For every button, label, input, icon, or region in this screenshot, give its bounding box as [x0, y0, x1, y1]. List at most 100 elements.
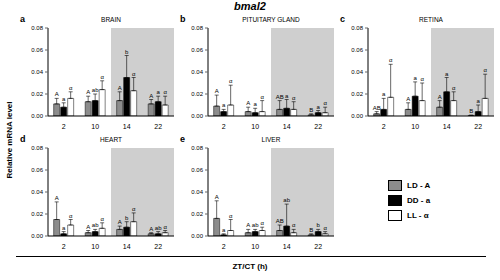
svg-text:ab: ab	[155, 225, 162, 231]
svg-text:A: A	[55, 91, 59, 97]
svg-text:0.00: 0.00	[351, 113, 363, 119]
svg-text:0.00: 0.00	[31, 233, 43, 239]
svg-text:A: A	[149, 226, 153, 232]
svg-text:A: A	[215, 88, 219, 94]
svg-text:2: 2	[222, 243, 226, 250]
svg-text:14: 14	[123, 123, 131, 130]
svg-text:α: α	[69, 85, 73, 91]
svg-text:0.00: 0.00	[31, 113, 43, 119]
svg-text:10: 10	[411, 123, 419, 130]
svg-text:α: α	[69, 213, 73, 219]
svg-text:a: a	[222, 227, 226, 233]
svg-text:a: a	[62, 96, 66, 102]
svg-text:2: 2	[382, 123, 386, 130]
svg-text:10: 10	[91, 243, 99, 250]
svg-text:α: α	[452, 85, 456, 91]
svg-text:22: 22	[314, 123, 322, 130]
svg-text:B: B	[309, 227, 313, 233]
svg-text:ab: ab	[283, 197, 290, 203]
svg-text:0.06: 0.06	[191, 167, 203, 173]
svg-text:0.02: 0.02	[31, 91, 43, 97]
svg-text:2: 2	[222, 123, 226, 130]
svg-text:0.04: 0.04	[31, 189, 43, 195]
svg-text:b: b	[125, 49, 129, 55]
svg-text:0.04: 0.04	[191, 189, 203, 195]
svg-text:b: b	[125, 215, 129, 221]
svg-text:α: α	[100, 74, 104, 80]
svg-text:0.06: 0.06	[191, 47, 203, 53]
svg-text:a: a	[285, 93, 289, 99]
svg-text:a: a	[382, 91, 386, 97]
svg-text:A: A	[215, 194, 219, 200]
svg-text:0.08: 0.08	[191, 145, 203, 151]
svg-text:14: 14	[443, 123, 451, 130]
svg-text:a: a	[222, 102, 226, 108]
svg-text:α: α	[260, 94, 264, 100]
svg-text:AB: AB	[373, 105, 381, 111]
svg-text:0.02: 0.02	[351, 91, 363, 97]
svg-text:0.04: 0.04	[351, 69, 363, 75]
svg-text:ab: ab	[92, 222, 99, 228]
svg-text:10: 10	[251, 123, 259, 130]
svg-text:10: 10	[251, 243, 259, 250]
svg-text:A: A	[86, 89, 90, 95]
svg-text:0.04: 0.04	[31, 69, 43, 75]
svg-text:α: α	[132, 71, 136, 77]
svg-text:B: B	[469, 108, 473, 114]
svg-text:0.00: 0.00	[191, 113, 203, 119]
svg-text:A: A	[55, 195, 59, 201]
svg-text:α: α	[323, 225, 327, 231]
svg-text:a: a	[253, 101, 257, 107]
svg-text:α: α	[132, 206, 136, 212]
svg-text:α: α	[229, 213, 233, 219]
svg-text:α: α	[163, 89, 167, 95]
svg-text:0.08: 0.08	[31, 145, 43, 151]
svg-text:b: b	[316, 222, 320, 228]
svg-text:14: 14	[283, 243, 291, 250]
svg-text:AB: AB	[276, 94, 284, 100]
svg-text:A: A	[406, 96, 410, 102]
svg-text:10: 10	[91, 123, 99, 130]
svg-text:A: A	[438, 94, 442, 100]
svg-text:a: a	[316, 104, 320, 110]
svg-text:a: a	[476, 98, 480, 104]
svg-text:22: 22	[154, 243, 162, 250]
svg-text:α: α	[292, 95, 296, 101]
svg-text:α: α	[323, 100, 327, 106]
svg-text:α: α	[483, 67, 487, 73]
svg-text:ab: ab	[252, 222, 259, 228]
svg-text:0.08: 0.08	[351, 25, 363, 31]
svg-text:14: 14	[283, 123, 291, 130]
svg-text:22: 22	[314, 243, 322, 250]
svg-text:α: α	[260, 220, 264, 226]
svg-text:α: α	[420, 76, 424, 82]
svg-text:A: A	[246, 222, 250, 228]
svg-text:2: 2	[62, 123, 66, 130]
svg-text:B: B	[309, 107, 313, 113]
svg-text:2: 2	[62, 243, 66, 250]
svg-text:ab: ab	[92, 87, 99, 93]
svg-text:0.08: 0.08	[31, 25, 43, 31]
svg-text:A: A	[149, 93, 153, 99]
svg-text:0.02: 0.02	[31, 211, 43, 217]
svg-text:0.02: 0.02	[191, 211, 203, 217]
svg-text:0.06: 0.06	[31, 47, 43, 53]
svg-text:0.06: 0.06	[351, 47, 363, 53]
svg-text:A: A	[246, 100, 250, 106]
svg-text:22: 22	[154, 123, 162, 130]
svg-text:α: α	[100, 216, 104, 222]
svg-text:0.02: 0.02	[191, 91, 203, 97]
svg-text:α: α	[229, 78, 233, 84]
svg-text:A: A	[86, 224, 90, 230]
svg-text:A: A	[118, 85, 122, 91]
svg-text:0.00: 0.00	[191, 233, 203, 239]
svg-text:A: A	[118, 219, 122, 225]
svg-text:α: α	[292, 222, 296, 228]
svg-text:α: α	[389, 57, 393, 63]
svg-text:AB: AB	[276, 218, 284, 224]
svg-text:a: a	[156, 89, 160, 95]
svg-text:22: 22	[474, 123, 482, 130]
svg-text:a: a	[413, 75, 417, 81]
svg-text:14: 14	[123, 243, 131, 250]
svg-text:0.06: 0.06	[31, 167, 43, 173]
